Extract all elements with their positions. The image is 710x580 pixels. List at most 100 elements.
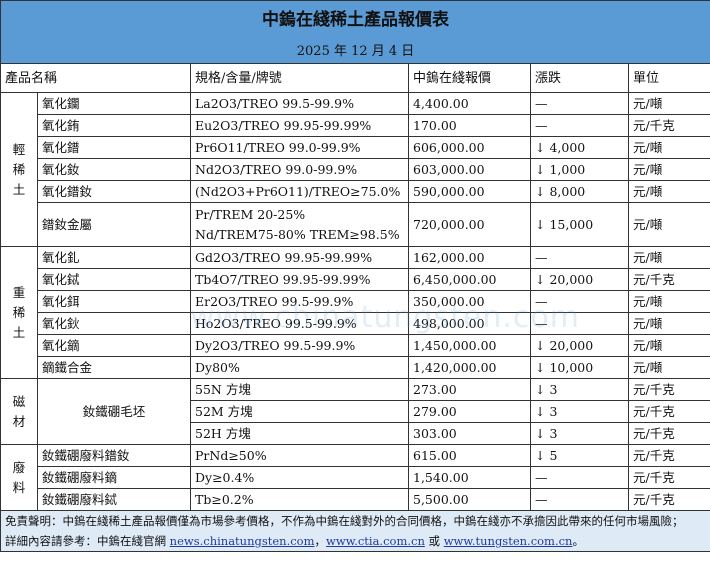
product-name: 氧化鉺: [37, 290, 191, 313]
change: ↓ 15,000: [530, 202, 629, 247]
spec: Dy80%: [190, 356, 409, 379]
spec: La2O3/TREO 99.5-99.9%: [190, 92, 409, 115]
unit: 元/千克: [627, 488, 710, 511]
unit: 元/噸: [627, 202, 710, 247]
unit: 元/千克: [627, 422, 710, 445]
link-ctia[interactable]: www.ctia.com.cn: [326, 534, 425, 548]
link-tungsten[interactable]: www.tungsten.com.cn: [443, 534, 573, 548]
price: 162,000.00: [408, 246, 531, 269]
spec: Gd2O3/TREO 99.95-99.99%: [190, 246, 409, 269]
table-row: 重稀土 氧化釓 Gd2O3/TREO 99.95-99.99% 162,000.00—…: [0, 246, 710, 379]
product-name: 鐠釹金屬: [37, 202, 191, 247]
table-row: 鐠釹金屬 Pr/TREM 20-25% Nd/TREM75-80% TREM≥98.…: [1, 202, 710, 247]
price: 1,420,000.00: [408, 356, 531, 379]
product-name: 鏑鐵合金: [37, 356, 191, 379]
unit: 元/千克: [627, 400, 710, 423]
spec: 52M 方塊: [190, 400, 409, 423]
price: 606,000.00: [408, 136, 531, 159]
header-unit: 單位: [627, 63, 710, 93]
unit: 元/噸: [627, 136, 710, 159]
table-row: 氧化鈥 Ho2O3/TREO 99.5-99.9% 498,000.00— 元/噸: [1, 312, 710, 335]
change: ↓ 20,000: [530, 334, 629, 357]
spec: Pr6O11/TREO 99.0-99.9%: [190, 136, 409, 159]
table-row: 氧化鐠釹 (Nd2O3+Pr6O11)/TREO≥75.0% 590,000.00 ↓…: [1, 180, 710, 203]
spec: Er2O3/TREO 99.5-99.9%: [190, 290, 409, 313]
price: 1,450,000.00: [408, 334, 531, 357]
category-cell: 重稀土: [0, 246, 38, 379]
table-row: 廢料 釹鐵硼廢料鐠釹 PrNd≥50% 615.00 ↓ 5 元/千克: [0, 444, 710, 511]
link-news[interactable]: news.chinatungsten.com: [169, 534, 315, 548]
change: ↓ 20,000: [530, 268, 629, 291]
change: —: [530, 114, 629, 137]
category-cell: 磁材: [0, 378, 38, 445]
category-cell: 輕稀土: [0, 92, 38, 247]
spec: PrNd≥50%: [190, 444, 409, 467]
unit: 元/噸: [627, 290, 710, 313]
price: 6,450,000.00: [408, 268, 531, 291]
footer-note: 免責聲明：中鎢在綫稀土產品報價僅為市場參考價格，不作為中鎢在綫對外的合同價格，中…: [0, 510, 710, 552]
product-name: 釹鐵硼廢料鐠釹: [37, 444, 191, 467]
table-row: 52M 方塊 279.00 ↓ 3 元/千克: [1, 400, 710, 423]
table-row: 釹鐵硼廢料鋱 Tb≥0.2% 5,500.00— 元/千克: [1, 488, 710, 511]
change: ↓ 3: [530, 422, 629, 445]
change: —: [530, 92, 629, 115]
table-row: 釹鐵硼廢料鏑 Dy≥0.4% 1,540.00— 元/千克: [1, 466, 710, 489]
unit: 元/噸: [627, 180, 710, 203]
price: 603,000.00: [408, 158, 531, 181]
change: —: [530, 312, 629, 335]
product-name: 氧化鏑: [37, 334, 191, 357]
change: ↓ 3: [530, 400, 629, 423]
product-name: 氧化釓: [37, 246, 191, 269]
product-name: 氧化鐠釹: [37, 180, 191, 203]
spec: Ho2O3/TREO 99.5-99.9%: [190, 312, 409, 335]
product-name: 氧化鑭: [37, 92, 191, 115]
unit: 元/噸: [627, 158, 710, 181]
header-change: 漲跌: [530, 63, 629, 93]
product-name: 氧化釹: [37, 158, 191, 181]
price: 303.00: [408, 422, 531, 445]
table-row: 氧化鐠 Pr6O11/TREO 99.0-99.9% 606,000.00 ↓ 4,0…: [1, 136, 710, 159]
table-row: 氧化釹 Nd2O3/TREO 99.0-99.9% 603,000.00 ↓ 1,00…: [1, 158, 710, 181]
product-name: 氧化鋱: [37, 268, 191, 291]
price: 279.00: [408, 400, 531, 423]
spec: 55N 方塊: [190, 378, 409, 401]
table-row: 氧化鏑 Dy2O3/TREO 99.5-99.9% 1,450,000.00 ↓ 20…: [1, 334, 710, 357]
spec: Tb4O7/TREO 99.95-99.99%: [190, 268, 409, 291]
price: 4,400.00: [408, 92, 531, 115]
price: 590,000.00: [408, 180, 531, 203]
ref-prefix: 詳細內容請參考：中鎢在綫官網: [5, 534, 170, 548]
unit: 元/噸: [627, 246, 710, 269]
change: ↓ 5: [530, 444, 629, 467]
change: ↓ 4,000: [530, 136, 629, 159]
product-name: 釹鐵硼廢料鏑: [37, 466, 191, 489]
change: —: [530, 246, 629, 269]
price: 615.00: [408, 444, 531, 467]
price: 720,000.00: [408, 202, 531, 247]
change: ↓ 10,000: [530, 356, 629, 379]
change: —: [530, 466, 629, 489]
price: 350,000.00: [408, 290, 531, 313]
category-cell: 廢料: [0, 444, 38, 511]
spec: Pr/TREM 20-25% Nd/TREM75-80% TREM≥98.5%: [190, 202, 409, 247]
price: 1,540.00: [408, 466, 531, 489]
unit: 元/噸: [627, 312, 710, 335]
product-name: 釹鐵硼毛坯: [37, 378, 191, 445]
header-price: 中鎢在綫報價: [408, 63, 531, 93]
sep: ，: [314, 534, 327, 548]
unit: 元/千克: [627, 114, 710, 137]
table-date: 2025 年 12 月 4 日: [0, 39, 710, 64]
header-spec: 規格/含量/牌號: [190, 63, 409, 93]
table-row: 氧化鋱 Tb4O7/TREO 99.95-99.99% 6,450,000.00 ↓ …: [1, 268, 710, 291]
unit: 元/千克: [627, 268, 710, 291]
product-name: 氧化鐠: [37, 136, 191, 159]
change: —: [530, 488, 629, 511]
table-row: 氧化鉺 Er2O3/TREO 99.5-99.9% 350,000.00— 元/噸: [1, 290, 710, 313]
spec: Eu2O3/TREO 99.95-99.99%: [190, 114, 409, 137]
table-row: 磁材 釹鐵硼毛坯 55N 方塊 273.00 ↓ 3 元/千克: [0, 378, 710, 445]
price-table: 中鎢在綫稀土產品報價表 2025 年 12 月 4 日 產品名稱 規格/含量/牌…: [0, 0, 710, 552]
product-name: 氧化銪: [37, 114, 191, 137]
price: 498,000.00: [408, 312, 531, 335]
spec: Nd2O3/TREO 99.0-99.9%: [190, 158, 409, 181]
change: ↓ 3: [530, 378, 629, 401]
disclaimer: 免責聲明：中鎢在綫稀土產品報價僅為市場參考價格，不作為中鎢在綫對外的合同價格，中…: [5, 514, 684, 528]
